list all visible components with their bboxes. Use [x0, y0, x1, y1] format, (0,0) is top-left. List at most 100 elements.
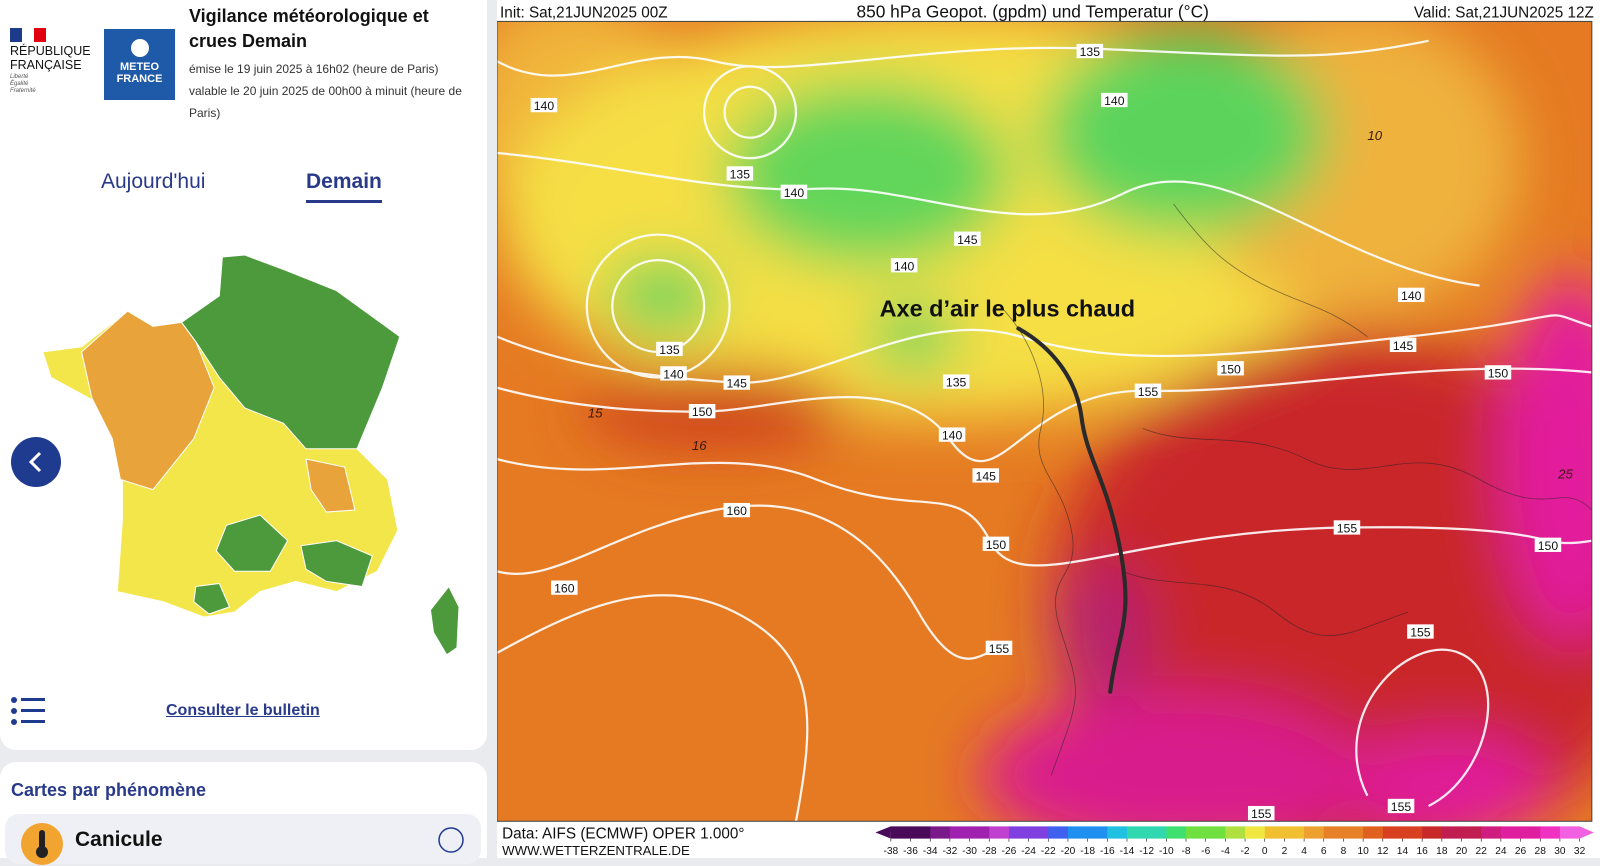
colorbar-swatch	[1205, 826, 1226, 839]
republique: RÉPUBLIQUE	[10, 44, 91, 58]
colorbar-swatch	[930, 826, 951, 839]
contour-label: 155	[1337, 522, 1358, 536]
contour-label-box	[954, 231, 981, 246]
colorbar-arrow	[875, 826, 891, 839]
valid: valable le 20 juin 2025 de 00h00 à minui…	[189, 84, 462, 120]
meteo-logo: METEO FRANCE	[104, 29, 175, 100]
motto: Égalité	[10, 81, 29, 87]
colorbar-swatch	[1067, 826, 1089, 839]
colorbar-swatch	[1048, 826, 1069, 839]
colorbar-label: -30	[962, 846, 977, 857]
colorbar-label: 26	[1515, 846, 1527, 857]
colorbar-arrow	[1579, 826, 1594, 839]
colorbar-label: -36	[903, 846, 918, 857]
bulletin-link[interactable]: Consulter le bulletin	[166, 702, 320, 719]
logo-text: FRANCE	[116, 73, 163, 85]
motto: Fraternité	[10, 88, 36, 94]
france-map[interactable]	[0, 0, 487, 700]
colorbar-swatch	[969, 826, 990, 839]
motto: Liberté	[10, 74, 29, 80]
title: Vigilance météorologique et crues Demain	[189, 6, 429, 51]
map-init: Init: Sat,21JUN2025 00Z	[500, 4, 668, 21]
colorbar-label: 14	[1397, 846, 1409, 857]
contour-label-box	[938, 427, 966, 442]
list-icon[interactable]	[10, 696, 46, 728]
card-label: Canicule	[75, 828, 163, 851]
canicule-card[interactable]: Canicule	[5, 814, 481, 865]
website: WWW.WETTERZENTRALE.DE	[502, 843, 690, 858]
colorbar-swatch	[890, 826, 912, 839]
colorbar-label: 30	[1554, 846, 1566, 857]
colorbar-swatch	[1441, 826, 1463, 839]
contour-label: 140	[784, 186, 805, 200]
colorbar-label: -6	[1201, 846, 1210, 857]
colorbar-swatch	[1245, 826, 1266, 839]
contour-label: 135	[946, 376, 967, 390]
colorbar-label: 24	[1495, 846, 1507, 857]
colorbar-swatch	[1284, 826, 1305, 839]
contour-label-box	[656, 341, 683, 357]
colorbar-label: 10	[1357, 846, 1369, 857]
vigilance-panel: RÉPUBLIQUE FRANÇAISE Liberté Égalité Fra…	[0, 0, 487, 750]
tab-active[interactable]: Demain	[306, 170, 382, 203]
contour-label: 140	[663, 368, 684, 382]
colorbar-label: -22	[1041, 846, 1056, 857]
annotation: Axe d’air le plus chaud	[880, 295, 1135, 321]
colorbar-swatch	[1107, 826, 1128, 839]
contour-label: 145	[957, 233, 978, 247]
colorbar-label: 16	[1416, 846, 1428, 857]
colorbar-label: -28	[982, 846, 997, 857]
contour-label: 150	[986, 538, 1007, 552]
colorbar-swatch	[1559, 826, 1581, 839]
colorbar-label: 12	[1377, 846, 1389, 857]
colorbar-swatch	[1028, 826, 1049, 839]
contour-label: 155	[1138, 385, 1159, 399]
colorbar-swatch	[1343, 826, 1364, 839]
radio[interactable]	[437, 826, 465, 854]
colorbar-swatch	[1166, 826, 1187, 839]
colorbar-label: -24	[1021, 846, 1036, 857]
contour-label-box	[1534, 537, 1562, 552]
contour-label-box	[972, 468, 1000, 483]
warm-axis-line	[1016, 326, 1128, 694]
map-title: 850 hPa Geopot. (gpdm) und Temperatur (°…	[856, 1, 1208, 21]
contour-label-box	[1134, 383, 1162, 398]
contour-label-box	[1076, 43, 1104, 59]
colorbar-label: 22	[1476, 846, 1488, 857]
colorbar-swatch	[1087, 826, 1108, 839]
colorbar-label: -16	[1100, 846, 1115, 857]
colorbar-swatch	[989, 826, 1010, 839]
flag	[10, 28, 46, 42]
colorbar-label: 18	[1436, 846, 1448, 857]
contour-label: 135	[659, 343, 680, 357]
contour-label-box	[688, 404, 716, 419]
colorbar-label: -32	[943, 846, 958, 857]
contour-label-box	[985, 640, 1013, 655]
tab[interactable]: Aujourd'hui	[101, 170, 206, 193]
contour-label: 135	[1080, 45, 1101, 59]
colorbar-swatch	[1540, 826, 1561, 839]
contour-label-box	[1389, 337, 1417, 352]
contour-label-box	[1333, 520, 1361, 535]
republique: FRANÇAISE	[10, 58, 82, 72]
colorbar-label: 4	[1301, 846, 1307, 857]
contour-label-box	[1101, 92, 1128, 108]
colorbar-swatch	[1304, 826, 1325, 839]
map-valid: Valid: Sat,21JUN2025 12Z	[1414, 4, 1594, 21]
contour-label-box	[551, 580, 578, 595]
weather-map: Init: Sat,21JUN2025 00Z 850 hPa Geopot. …	[497, 0, 1600, 858]
contour-label-box	[982, 536, 1010, 551]
colorbar-label: -26	[1002, 846, 1017, 857]
colorbar-swatch	[910, 826, 931, 839]
contour-label: 155	[1251, 807, 1272, 821]
contour-label-box	[726, 166, 754, 181]
back-button[interactable]	[10, 436, 62, 488]
colorbar-swatch	[1146, 826, 1167, 839]
contour-label: 160	[727, 504, 748, 518]
isotherm-label: 25	[1557, 466, 1573, 481]
contour-label: 155	[1410, 626, 1431, 640]
colorbar-label: -12	[1139, 846, 1154, 857]
phenomena-panel: Cartes par phénomène Canicule	[0, 762, 487, 865]
contour-label: 155	[1391, 800, 1412, 814]
